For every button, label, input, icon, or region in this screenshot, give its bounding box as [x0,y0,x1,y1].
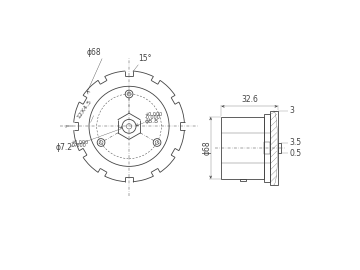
Text: -0.000: -0.000 [71,143,86,148]
Bar [264,142,270,154]
Text: ϕ7.2: ϕ7.2 [56,143,73,152]
Text: 15°: 15° [138,54,151,63]
Text: 3.5: 3.5 [289,138,301,147]
Text: ϕ8.8: ϕ8.8 [144,119,158,124]
Text: 12X4.5: 12X4.5 [76,99,93,120]
Text: ϕ68: ϕ68 [87,48,102,57]
Text: 0.5: 0.5 [289,149,301,158]
Text: 3: 3 [289,106,294,116]
Text: 32.6: 32.6 [241,94,258,104]
Text: ϕ68: ϕ68 [202,141,211,155]
Text: +0.000: +0.000 [71,140,89,145]
Bar [270,111,278,185]
Bar [264,114,270,182]
Bar [239,179,246,181]
Bar [221,117,264,179]
Text: +0.000: +0.000 [144,112,163,117]
Bar [278,143,281,153]
Text: -0.000: -0.000 [144,115,160,120]
